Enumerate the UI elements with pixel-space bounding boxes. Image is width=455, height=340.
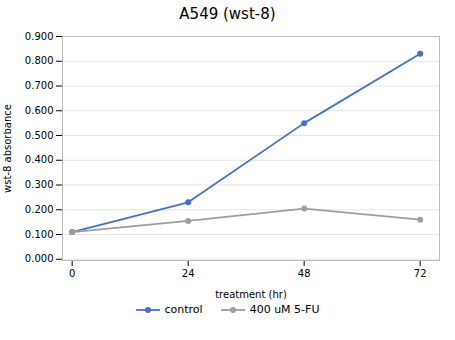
html-text:control: control xyxy=(164,303,203,316)
svg-text:0.400: 0.400 xyxy=(25,154,54,165)
svg-text:0.600: 0.600 xyxy=(25,105,54,116)
svg-text:0.100: 0.100 xyxy=(25,229,54,240)
html-text:A549 (wst-8): A549 (wst-8) xyxy=(179,5,276,23)
svg-text:0.900: 0.900 xyxy=(25,31,54,42)
svg-text:wst-8 absorbance: wst-8 absorbance xyxy=(2,104,13,193)
html-text:400 uM 5-FU: 400 uM 5-FU xyxy=(249,303,320,316)
svg-text:0.800: 0.800 xyxy=(25,55,54,66)
svg-text:72: 72 xyxy=(414,268,427,279)
svg-text:treatment (hr): treatment (hr) xyxy=(215,289,287,300)
svg-text:48: 48 xyxy=(298,268,311,279)
svg-text:0.500: 0.500 xyxy=(25,130,54,141)
svg-text:0.300: 0.300 xyxy=(25,179,54,190)
svg-text:0: 0 xyxy=(69,268,75,279)
svg-text:24: 24 xyxy=(182,268,195,279)
svg-text:0.200: 0.200 xyxy=(25,204,54,215)
svg-text:0.000: 0.000 xyxy=(25,253,54,264)
svg-text:0.700: 0.700 xyxy=(25,80,54,91)
